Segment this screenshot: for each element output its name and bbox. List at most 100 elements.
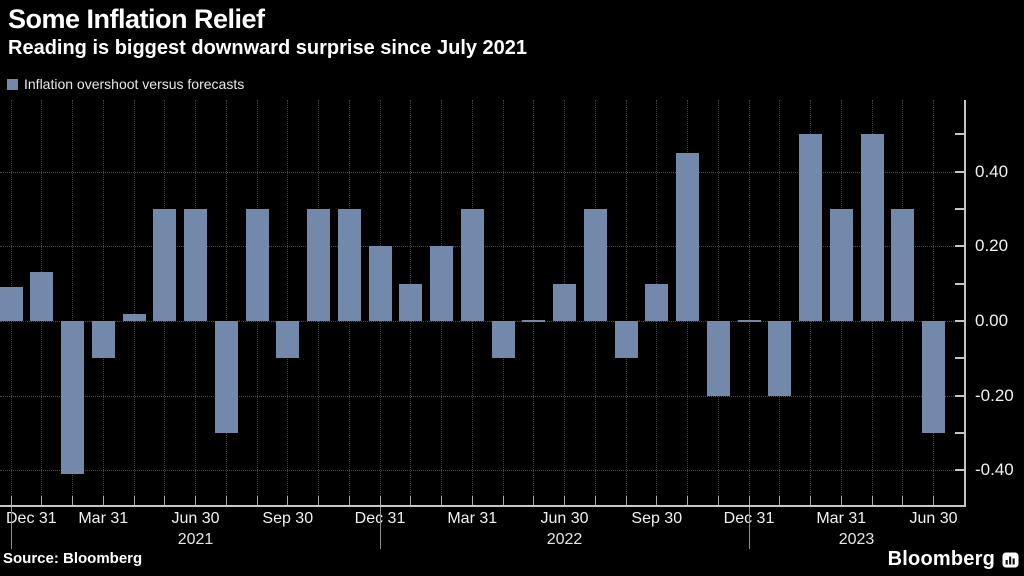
y-axis-line	[964, 100, 966, 507]
x-axis-tick	[748, 496, 750, 505]
x-axis-tick	[379, 496, 381, 505]
x-axis-tick	[72, 496, 73, 505]
x-axis-tick	[410, 496, 412, 505]
y-axis-tick	[955, 282, 964, 285]
chart-subtitle: Reading is biggest downward surprise sin…	[8, 37, 528, 59]
bar	[307, 208, 330, 321]
x-tick-label: Mar 31	[78, 510, 129, 527]
year-divider	[10, 507, 12, 549]
x-axis-tick	[502, 496, 504, 505]
x-tick-label: Sep 30	[631, 510, 683, 527]
y-axis-tick	[955, 170, 964, 173]
bloomberg-logo: Bloomberg	[888, 548, 1019, 571]
x-tick-label: Mar 31	[447, 510, 498, 527]
bar	[30, 272, 54, 321]
y-axis-tick	[955, 207, 964, 210]
x-axis-tick	[348, 496, 350, 505]
bar	[768, 321, 792, 396]
x-axis-tick	[441, 496, 442, 505]
bar	[491, 321, 515, 359]
x-tick-label: Mar 31	[816, 510, 867, 527]
x-axis-tick	[471, 496, 473, 505]
v-gridline	[287, 100, 289, 506]
x-axis-tick	[625, 496, 627, 505]
bar	[184, 208, 207, 321]
y-tick-label: 0.20	[975, 236, 1009, 256]
y-tick-label: 0.00	[975, 311, 1009, 330]
h-gridline	[0, 395, 966, 397]
x-axis-tick	[871, 496, 873, 505]
chart-title: Some Inflation Relief	[8, 4, 265, 34]
bar	[61, 321, 84, 475]
year-divider	[379, 507, 381, 549]
bar	[860, 134, 884, 321]
x-axis-tick	[164, 496, 166, 505]
bar	[891, 208, 915, 321]
bar	[276, 321, 300, 359]
v-gridline	[748, 100, 750, 506]
bar	[430, 246, 453, 321]
x-axis-tick	[133, 496, 135, 505]
x-axis-tick	[687, 496, 688, 505]
x-axis-tick	[810, 496, 811, 505]
y-axis-tick	[955, 320, 964, 322]
bar	[829, 208, 853, 321]
v-gridline	[133, 100, 135, 506]
series-color-swatch-icon	[7, 78, 18, 90]
bar	[214, 321, 238, 434]
bar	[245, 208, 269, 321]
v-gridline	[625, 100, 627, 506]
legend: Inflation overshoot versus forecasts	[7, 76, 244, 92]
x-axis-tick	[656, 496, 658, 505]
bloomberg-wordmark: Bloomberg	[887, 548, 995, 570]
y-tick-label: 0.40	[975, 161, 1009, 181]
bar	[737, 320, 761, 322]
x-axis-tick	[933, 496, 934, 505]
y-tick-label: -0.40	[975, 460, 1014, 480]
v-gridline	[533, 100, 535, 506]
plot-area	[0, 100, 966, 506]
bar	[122, 313, 146, 321]
x-tick-label: Dec 31	[6, 510, 57, 527]
x-axis-tick	[564, 496, 565, 505]
x-axis-tick	[195, 496, 196, 505]
x-axis-tick	[533, 496, 535, 505]
v-gridline	[72, 100, 73, 506]
bar	[91, 321, 115, 359]
v-gridline	[717, 100, 719, 506]
x-axis-tick	[225, 496, 227, 505]
x-axis-tick	[318, 496, 319, 505]
x-tick-label: Jun 30	[540, 510, 589, 527]
bar	[922, 321, 945, 434]
year-label: 2023	[838, 531, 875, 548]
x-axis-line	[0, 505, 966, 507]
x-axis-tick	[102, 496, 104, 505]
bar	[583, 208, 607, 321]
x-axis-tick	[10, 496, 12, 505]
x-axis-tick	[902, 496, 904, 505]
y-tick-label: -0.20	[975, 385, 1014, 405]
y-axis-tick	[955, 469, 964, 472]
h-gridline	[0, 171, 966, 173]
x-axis-tick	[41, 496, 43, 505]
x-axis-tick	[779, 496, 781, 505]
x-axis-tick	[256, 496, 258, 505]
source-text: Source: Bloomberg	[3, 550, 143, 567]
bar	[0, 287, 23, 321]
bar	[799, 134, 822, 321]
x-tick-label: Jun 30	[171, 510, 220, 527]
y-axis-tick	[955, 133, 964, 136]
y-axis-tick	[955, 245, 964, 248]
legend-label: Inflation overshoot versus forecasts	[24, 76, 245, 92]
bar	[553, 283, 576, 321]
v-gridline	[225, 100, 227, 506]
bar	[337, 208, 361, 321]
x-tick-label: Sep 30	[262, 510, 314, 527]
v-gridline	[779, 100, 781, 506]
x-tick-label: Jun 30	[909, 510, 958, 527]
bar	[676, 152, 699, 321]
year-label: 2022	[546, 531, 583, 548]
h-gridline	[0, 470, 966, 472]
bar	[522, 320, 546, 322]
